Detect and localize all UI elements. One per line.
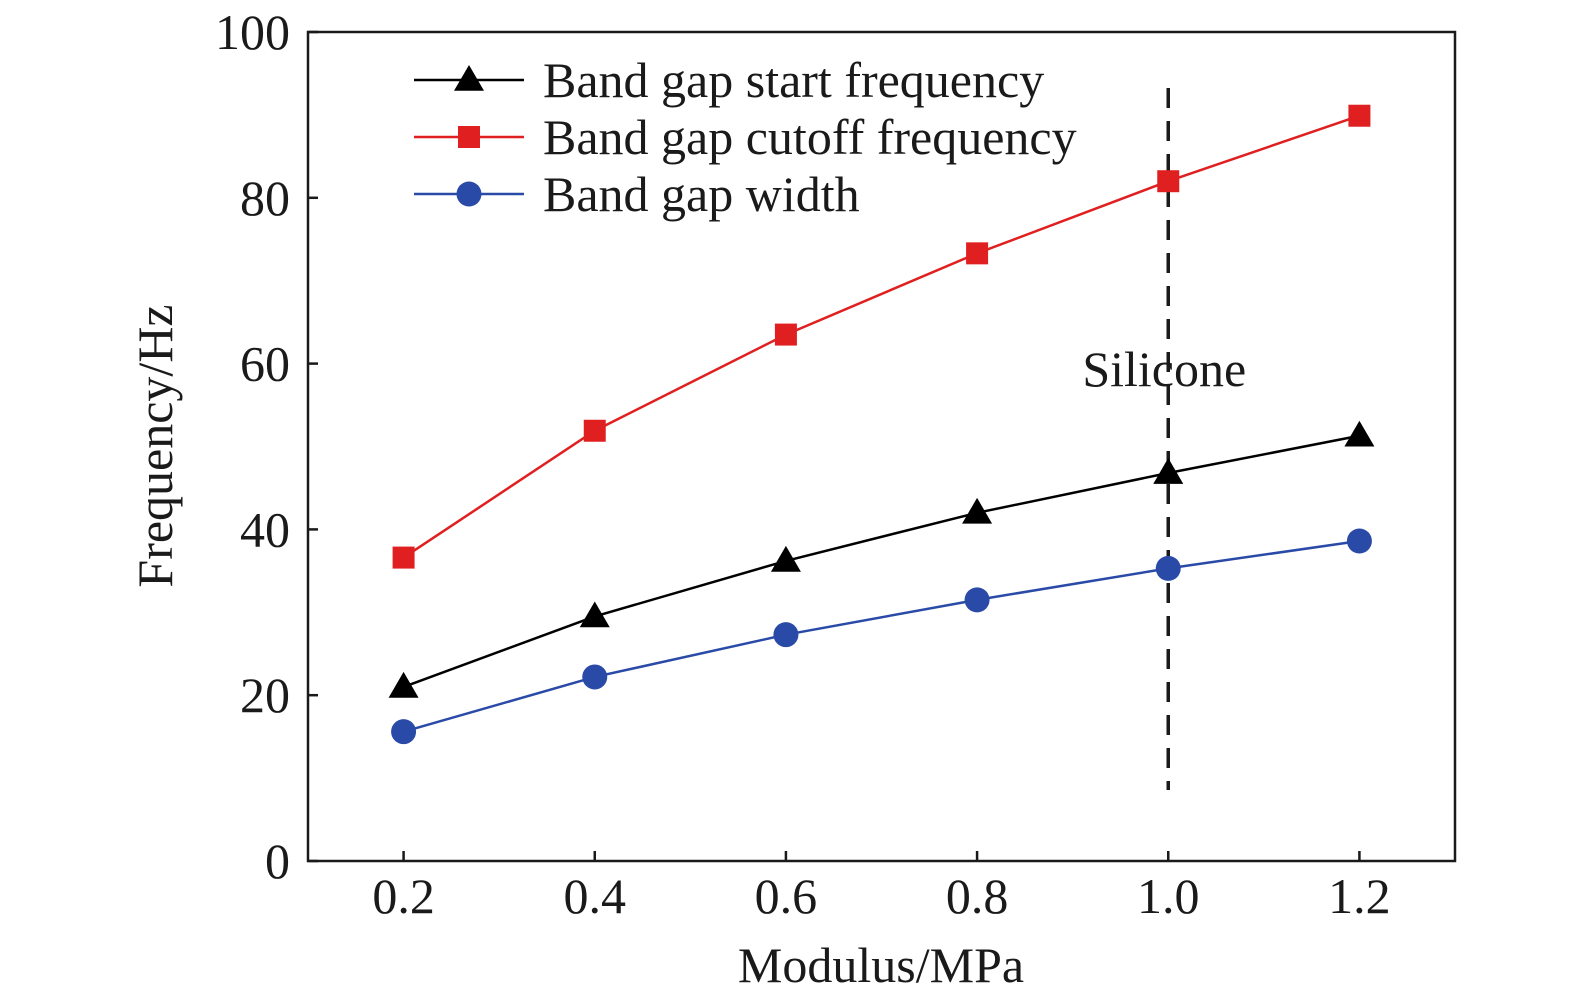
data-point-circle — [1346, 528, 1372, 554]
x-tick-label: 1.2 — [1328, 868, 1391, 924]
series-line — [403, 539, 1360, 733]
plot-frame — [306, 30, 1457, 863]
y-tick-label: 0 — [265, 833, 290, 889]
y-axis-ticks: 0 20 40 60 80 100 — [215, 4, 318, 889]
x-tick-label: 0.6 — [755, 868, 818, 924]
x-axis-ticks: 0.2 0.4 0.6 0.8 1.0 1.2 — [372, 851, 1391, 924]
legend-marker-circle — [456, 181, 482, 207]
legend-label: Band gap width — [543, 166, 860, 222]
series-line — [403, 434, 1360, 689]
data-point-circle — [1155, 555, 1181, 581]
series-square — [392, 104, 1371, 569]
series-line — [402, 114, 1360, 559]
x-tick-label: 1.0 — [1137, 868, 1200, 924]
y-tick-label: 20 — [240, 667, 290, 723]
y-tick-label: 40 — [240, 501, 290, 557]
legend-entry: Band gap cutoff frequency — [414, 109, 1077, 165]
data-point-triangle — [1344, 420, 1375, 447]
data-point-square — [1157, 170, 1180, 193]
silicone-label: Silicone — [1082, 341, 1246, 397]
data-point-square — [392, 546, 415, 569]
x-axis-title: Modulus/MPa — [738, 937, 1024, 993]
data-point-square — [583, 419, 606, 442]
series-circle — [391, 528, 1372, 745]
data-point-circle — [773, 622, 799, 648]
data-point-circle — [964, 587, 990, 613]
x-tick-label: 0.2 — [372, 868, 435, 924]
data-point-triangle — [388, 671, 419, 698]
data-point-square — [966, 242, 989, 265]
data-point-circle — [391, 719, 417, 745]
legend-entry: Band gap start frequency — [414, 52, 1044, 108]
y-axis-title: Frequency/Hz — [127, 304, 183, 587]
series-triangle — [388, 420, 1375, 698]
data-point-circle — [582, 664, 608, 690]
data-point-triangle — [770, 545, 801, 572]
y-tick-label: 80 — [240, 170, 290, 226]
y-tick-label: 60 — [240, 336, 290, 392]
series-layer — [388, 104, 1375, 745]
data-point-square — [774, 323, 797, 346]
data-point-triangle — [962, 497, 993, 524]
data-point-triangle — [579, 601, 610, 628]
legend-marker-square — [458, 126, 480, 148]
x-tick-label: 0.4 — [564, 868, 627, 924]
legend-entry: Band gap width — [414, 166, 860, 222]
data-point-triangle — [1153, 458, 1184, 484]
x-tick-label: 0.8 — [946, 868, 1009, 924]
legend-label: Band gap cutoff frequency — [543, 109, 1077, 165]
annotation-layer: Silicone — [1082, 88, 1246, 790]
legend-marker-triangle — [454, 65, 484, 91]
legend-label: Band gap start frequency — [543, 52, 1044, 108]
data-point-square — [1348, 104, 1371, 127]
y-tick-label: 100 — [215, 4, 290, 60]
